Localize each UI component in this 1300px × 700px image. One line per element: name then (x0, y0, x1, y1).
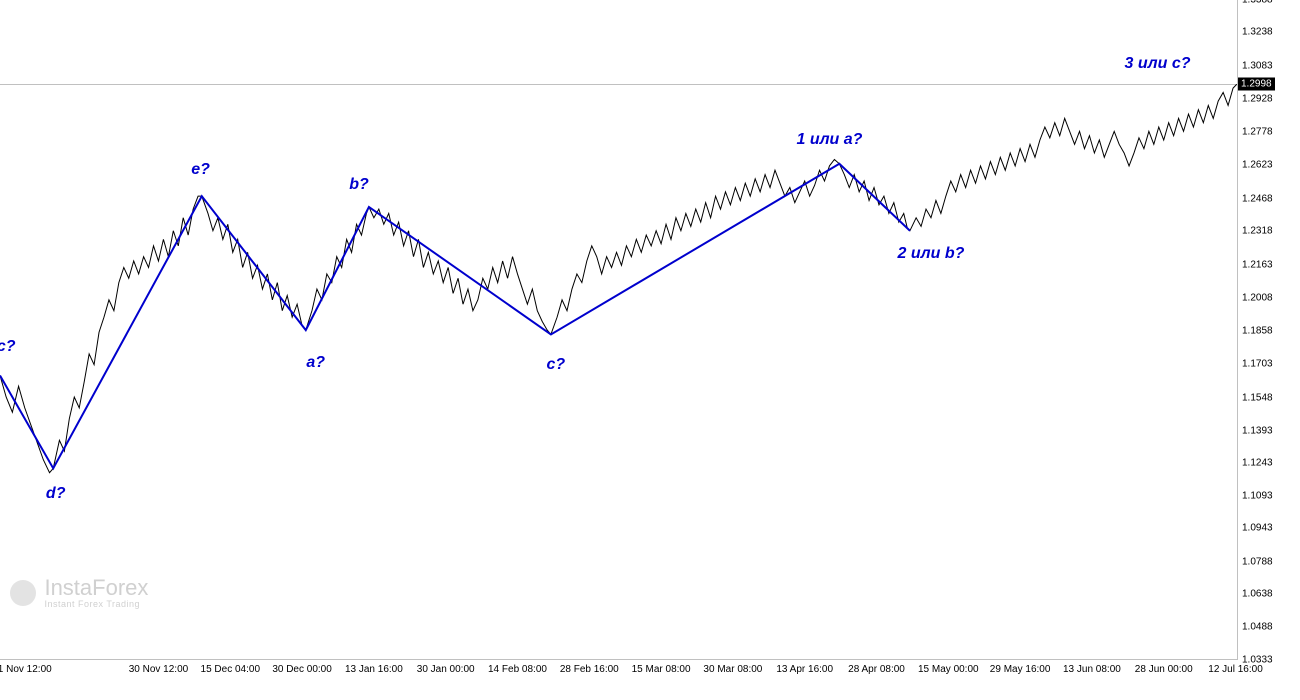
x-tick: 13 Apr 16:00 (776, 664, 833, 675)
current-price-box: 1.2998 (1238, 78, 1275, 91)
y-tick: 1.1243 (1242, 458, 1273, 469)
y-tick: 1.1548 (1242, 392, 1273, 403)
y-tick: 1.0638 (1242, 589, 1273, 600)
elliott-wave-line (0, 164, 910, 469)
x-tick: 30 Dec 00:00 (272, 664, 332, 675)
y-tick: 1.2778 (1242, 126, 1273, 137)
watermark-title: InstaForex (44, 577, 148, 599)
y-tick: 1.1858 (1242, 325, 1273, 336)
watermark-icon (10, 580, 36, 606)
x-tick: 1 Nov 12:00 (0, 664, 52, 675)
x-tick: 28 Feb 16:00 (560, 664, 619, 675)
x-tick: 15 May 00:00 (918, 664, 979, 675)
y-tick: 1.0788 (1242, 556, 1273, 567)
plot-area: c? d? e? a? b? c? 1 или a? 2 или b? 3 или c? Ins… (0, 0, 1238, 660)
x-tick: 13 Jan 16:00 (345, 664, 403, 675)
wave-label: 3 или c? (1125, 55, 1191, 73)
y-tick: 1.2928 (1242, 94, 1273, 105)
y-tick: 1.1703 (1242, 359, 1273, 370)
watermark: InstaForex Instant Forex Trading (10, 577, 148, 609)
wave-label: e? (191, 161, 210, 179)
x-tick: 30 Jan 00:00 (417, 664, 475, 675)
wave-label: b? (349, 176, 369, 194)
x-tick: 28 Jun 00:00 (1135, 664, 1193, 675)
wave-label: 2 или b? (898, 245, 965, 263)
y-tick: 1.3083 (1242, 60, 1273, 71)
x-tick: 15 Dec 04:00 (201, 664, 261, 675)
x-tick: 30 Nov 12:00 (129, 664, 189, 675)
y-tick: 1.2623 (1242, 160, 1273, 171)
y-tick: 1.1093 (1242, 490, 1273, 501)
y-tick: 1.1393 (1242, 425, 1273, 436)
y-tick: 1.2468 (1242, 193, 1273, 204)
wave-label: d? (46, 485, 66, 503)
x-tick: 12 Jul 16:00 (1208, 664, 1263, 675)
y-tick: 1.0943 (1242, 523, 1273, 534)
wave-label: c? (0, 338, 16, 356)
y-tick: 1.2318 (1242, 226, 1273, 237)
x-tick: 13 Jun 08:00 (1063, 664, 1121, 675)
watermark-subtitle: Instant Forex Trading (44, 599, 148, 609)
x-tick: 14 Feb 08:00 (488, 664, 547, 675)
wave-label: 1 или a? (796, 131, 862, 149)
y-axis: 1.2998 1.3388 1.3238 1.3083 1.2928 1.2778 1.2… (1238, 0, 1300, 660)
x-tick: 28 Apr 08:00 (848, 664, 905, 675)
x-tick: 29 May 16:00 (990, 664, 1051, 675)
y-tick: 1.3388 (1242, 0, 1273, 6)
x-tick: 30 Mar 08:00 (703, 664, 762, 675)
x-tick: 15 Mar 08:00 (632, 664, 691, 675)
watermark-text: InstaForex Instant Forex Trading (44, 577, 148, 609)
chart-container: c? d? e? a? b? c? 1 или a? 2 или b? 3 или c? Ins… (0, 0, 1300, 700)
wave-label: a? (306, 354, 325, 372)
chart-svg (0, 0, 1238, 660)
y-tick: 1.2163 (1242, 259, 1273, 270)
y-tick: 1.2008 (1242, 293, 1273, 304)
wave-label: c? (547, 356, 566, 374)
y-tick: 1.0488 (1242, 621, 1273, 632)
x-axis: 1 Nov 12:00 30 Nov 12:00 15 Dec 04:00 30 De… (0, 660, 1238, 700)
price-series-line (0, 84, 1237, 472)
y-tick: 1.3238 (1242, 27, 1273, 38)
